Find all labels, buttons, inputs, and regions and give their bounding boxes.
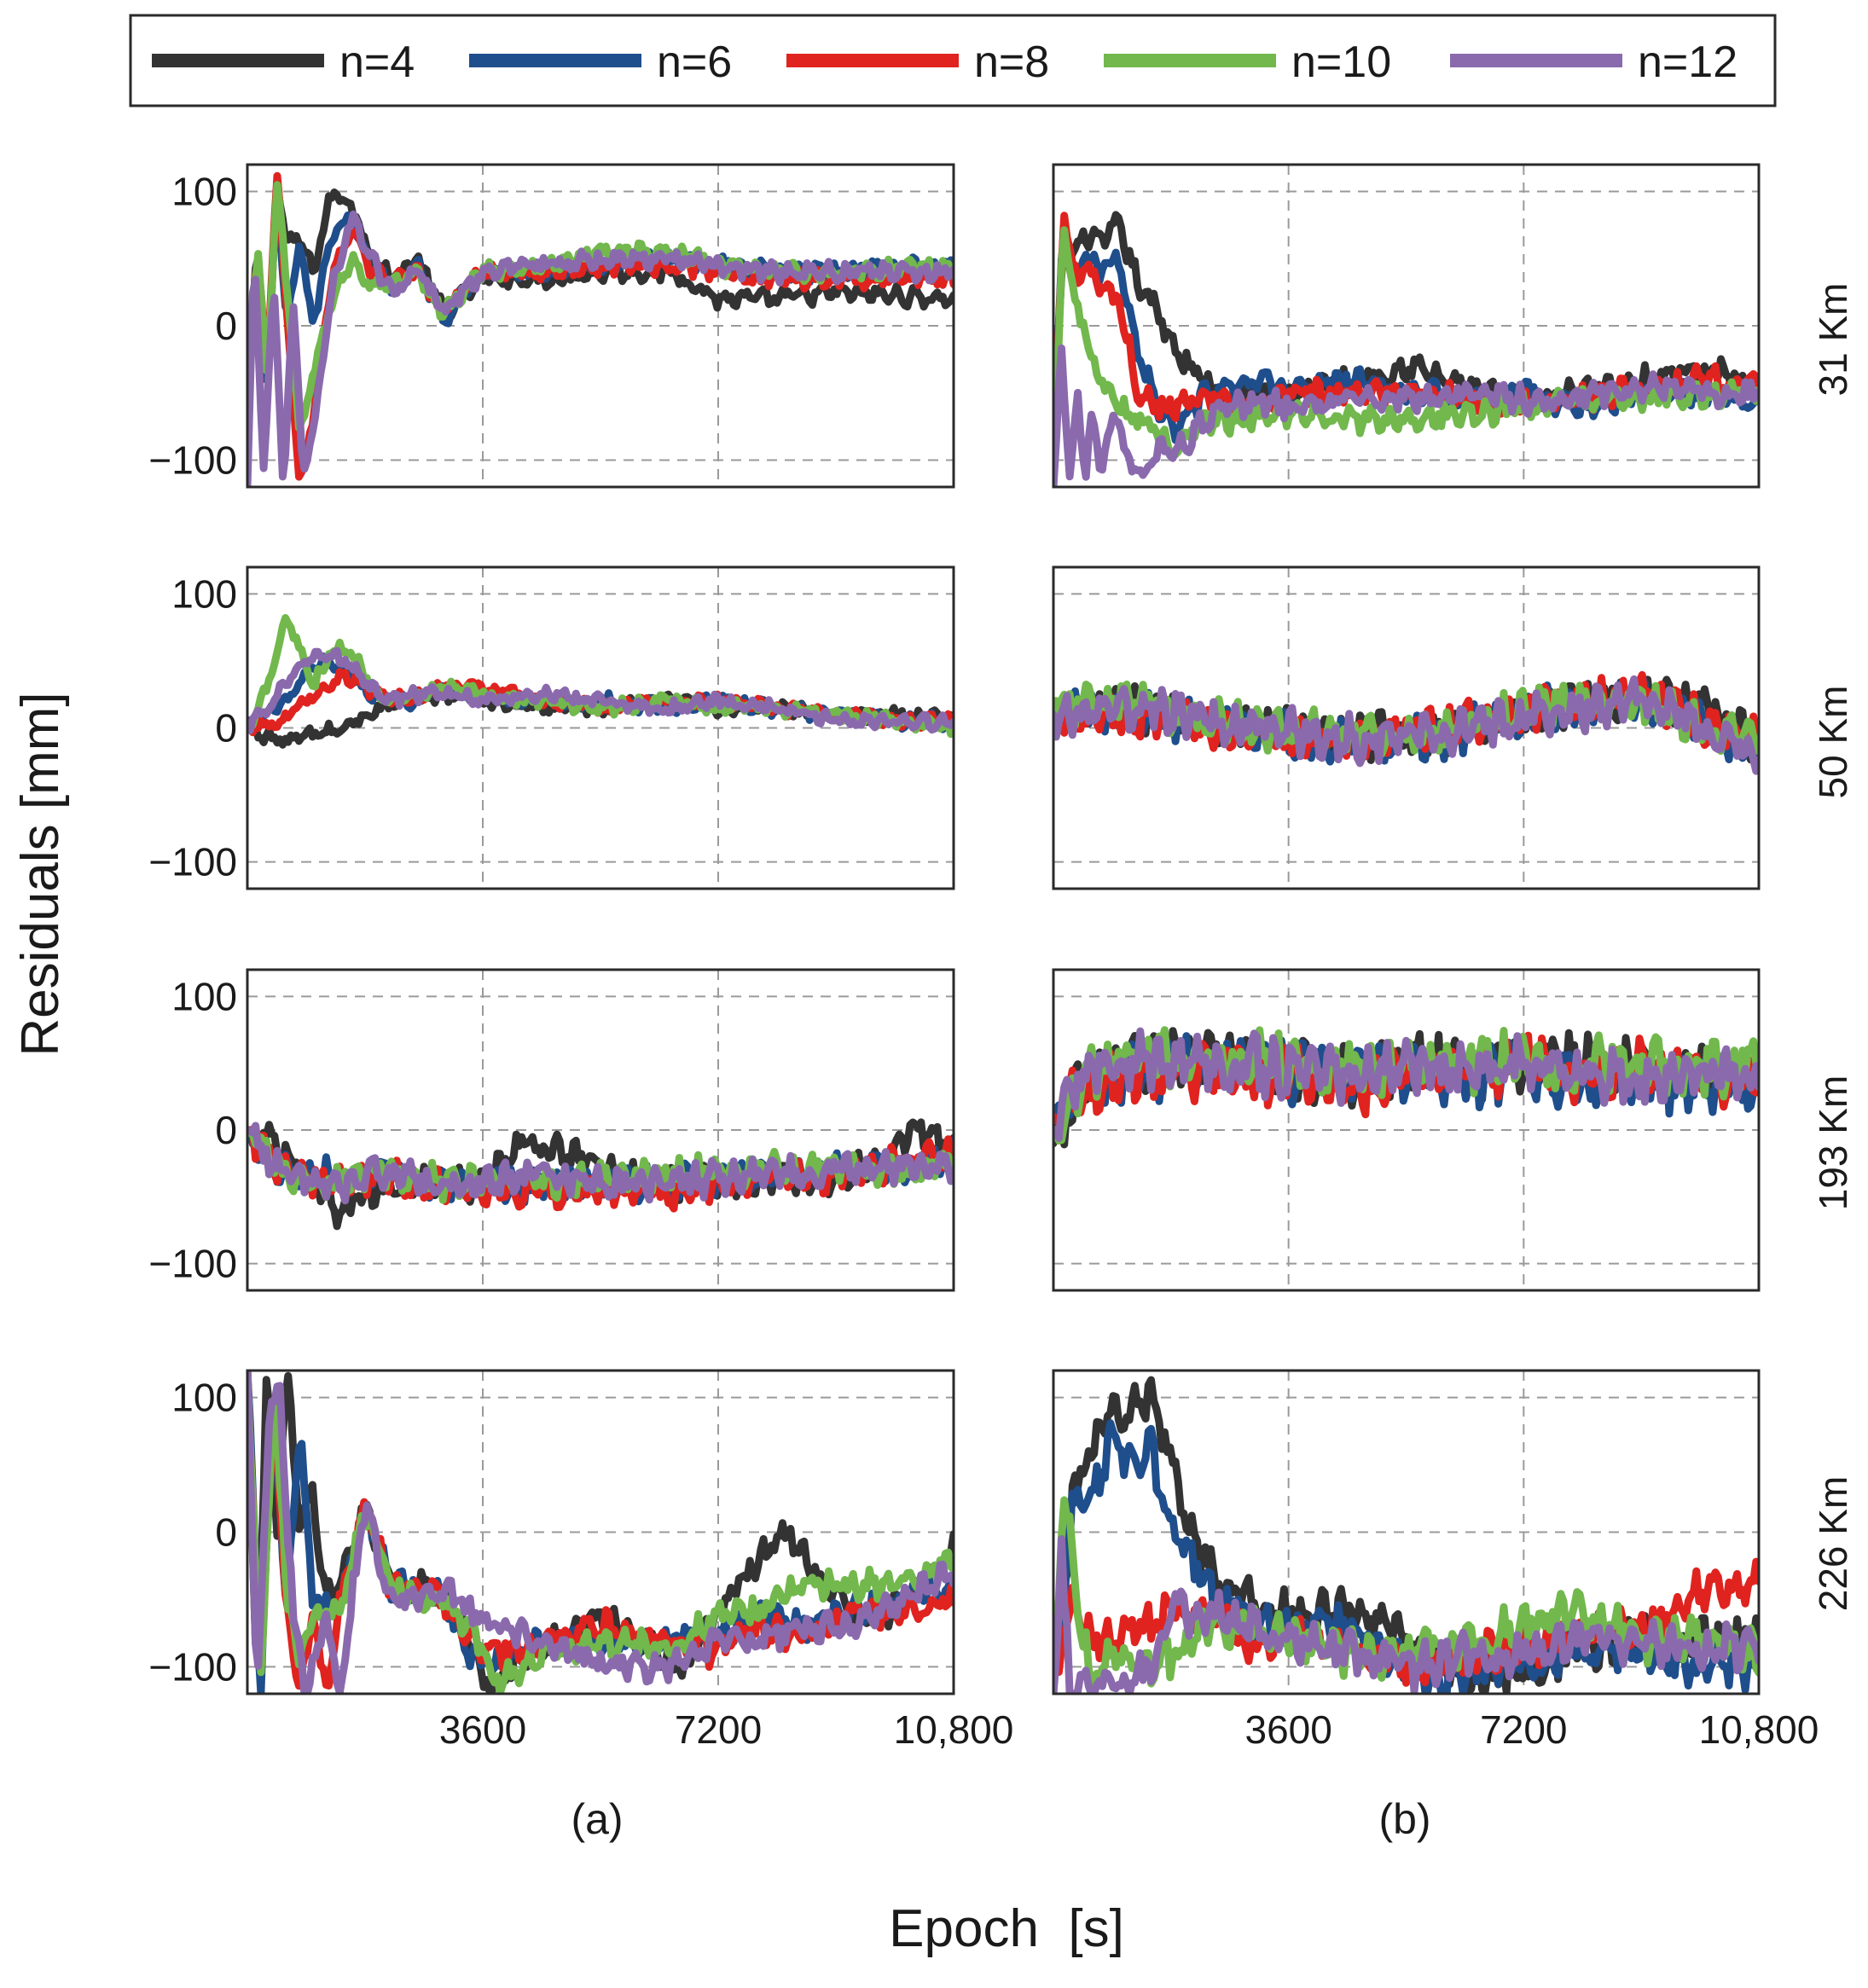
panel-226-km-b-xtick-label: 3600 xyxy=(1244,1707,1331,1752)
panel-193-km-a-lines xyxy=(247,1118,954,1231)
panel-226-km-a-series-n-12 xyxy=(247,1371,954,1694)
panel-31-km-a-ytick-label: −100 xyxy=(148,438,237,483)
legend: n=4 n=6 n=8 n=10 n=12 xyxy=(129,14,1777,107)
panel-31-km-a-lines xyxy=(247,171,954,487)
panel-226-km-a-xtick-label: 10,800 xyxy=(894,1707,1014,1752)
panel-226-km-b-frame xyxy=(1052,1369,1761,1695)
row-label-226km: 226 Km xyxy=(1811,1476,1855,1612)
panel-226-km-a-ytick-label: 0 xyxy=(215,1510,237,1555)
panel-226-km-a-ytick-label: −100 xyxy=(148,1644,237,1689)
legend-label-n10: n=10 xyxy=(1291,38,1391,87)
panel-226-km-a-ytick-label: 100 xyxy=(171,1376,237,1420)
row-label-193km: 193 Km xyxy=(1811,1075,1855,1211)
panel-193-km-b-lines xyxy=(1053,1026,1759,1149)
panel-31-km-a-ytick-label: 0 xyxy=(215,304,237,348)
panel-50-km-a-series-n-12 xyxy=(247,646,954,734)
panel-226-km-a-xtick-label: 3600 xyxy=(439,1707,526,1752)
panel-193-km-a-series-n-12 xyxy=(247,1122,954,1205)
panel-31-km-a-frame xyxy=(246,163,955,489)
panel-226-km-a-xtick-label: 7200 xyxy=(675,1707,762,1752)
panel-193-km-b-series-n-12 xyxy=(1053,1027,1759,1142)
panel-226-km-b-lines xyxy=(1053,1376,1759,1694)
legend-label-n12: n=12 xyxy=(1638,38,1737,87)
panel-50-km-b-series-n-12 xyxy=(1053,675,1759,775)
legend-label-n6: n=6 xyxy=(657,38,732,87)
panel-31-km-b-series-n-12 xyxy=(1053,344,1759,487)
y-axis-label: Residuals [mm] xyxy=(11,692,70,1056)
panel-50-km-b-frame xyxy=(1052,565,1761,890)
legend-entry-n8: n=8 xyxy=(786,38,1049,87)
panel-31-km-a-ytick-label: 100 xyxy=(171,170,237,214)
panel-226-km-a-lines xyxy=(247,1371,954,1694)
panel-226-km-b-xtick-label: 7200 xyxy=(1480,1707,1567,1752)
panel-31-km-a: −100 0 100 xyxy=(148,163,955,489)
panel-50-km-a-lines xyxy=(247,614,954,749)
row-label-50km: 50 Km xyxy=(1811,686,1855,799)
panel-193-km-a-ytick-label: −100 xyxy=(148,1242,237,1286)
legend-entry-n4: n=4 xyxy=(152,38,415,87)
legend-label-n8: n=8 xyxy=(974,38,1049,87)
legend-entry-n6: n=6 xyxy=(469,38,732,87)
panel-50-km-a-ytick-label: −100 xyxy=(148,840,237,884)
panel-50-km-a: −100 0 100 xyxy=(148,565,955,890)
panel-31-km-b-lines xyxy=(1053,211,1759,487)
legend-label-n4: n=4 xyxy=(339,38,415,87)
panels: −100 0 100 −100 0 100 −100 0 100 −100 0 100 3600 7200… xyxy=(148,163,1819,1752)
panel-193-km-a-ytick-label: 100 xyxy=(171,974,237,1018)
panel-50-km-a-ytick-label: 100 xyxy=(171,571,237,616)
panel-226-km-b-xtick-label: 10,800 xyxy=(1699,1707,1819,1752)
column-label-a: (a) xyxy=(571,1795,623,1843)
row-label-31km: 31 Km xyxy=(1811,283,1855,397)
panel-50-km-b-lines xyxy=(1053,670,1759,775)
x-axis-label: Epoch [s] xyxy=(889,1899,1124,1958)
panel-31-km-a-series-n-12 xyxy=(247,210,954,487)
legend-entry-n10: n=10 xyxy=(1104,38,1391,87)
panel-193-km-a: −100 0 100 xyxy=(148,968,955,1292)
panel-226-km-b-series-n-12 xyxy=(1053,1535,1759,1694)
column-label-b: (b) xyxy=(1378,1795,1430,1843)
panel-226-km-a-frame xyxy=(246,1369,955,1695)
panel-226-km-b: 3600 7200 10,800 xyxy=(1052,1369,1819,1752)
panel-193-km-a-frame xyxy=(246,968,955,1292)
panel-50-km-a-frame xyxy=(246,565,955,890)
panel-31-km-b-frame xyxy=(1052,163,1761,489)
legend-entry-n12: n=12 xyxy=(1450,38,1737,87)
panel-193-km-a-ytick-label: 0 xyxy=(215,1108,237,1152)
panel-50-km-b xyxy=(1052,565,1761,890)
panel-193-km-b xyxy=(1052,968,1761,1292)
panel-50-km-a-ytick-label: 0 xyxy=(215,706,237,751)
panel-193-km-b-frame xyxy=(1052,968,1761,1292)
panel-31-km-b xyxy=(1052,163,1761,489)
panel-226-km-a: −100 0 100 3600 7200 10,800 xyxy=(148,1369,1014,1752)
